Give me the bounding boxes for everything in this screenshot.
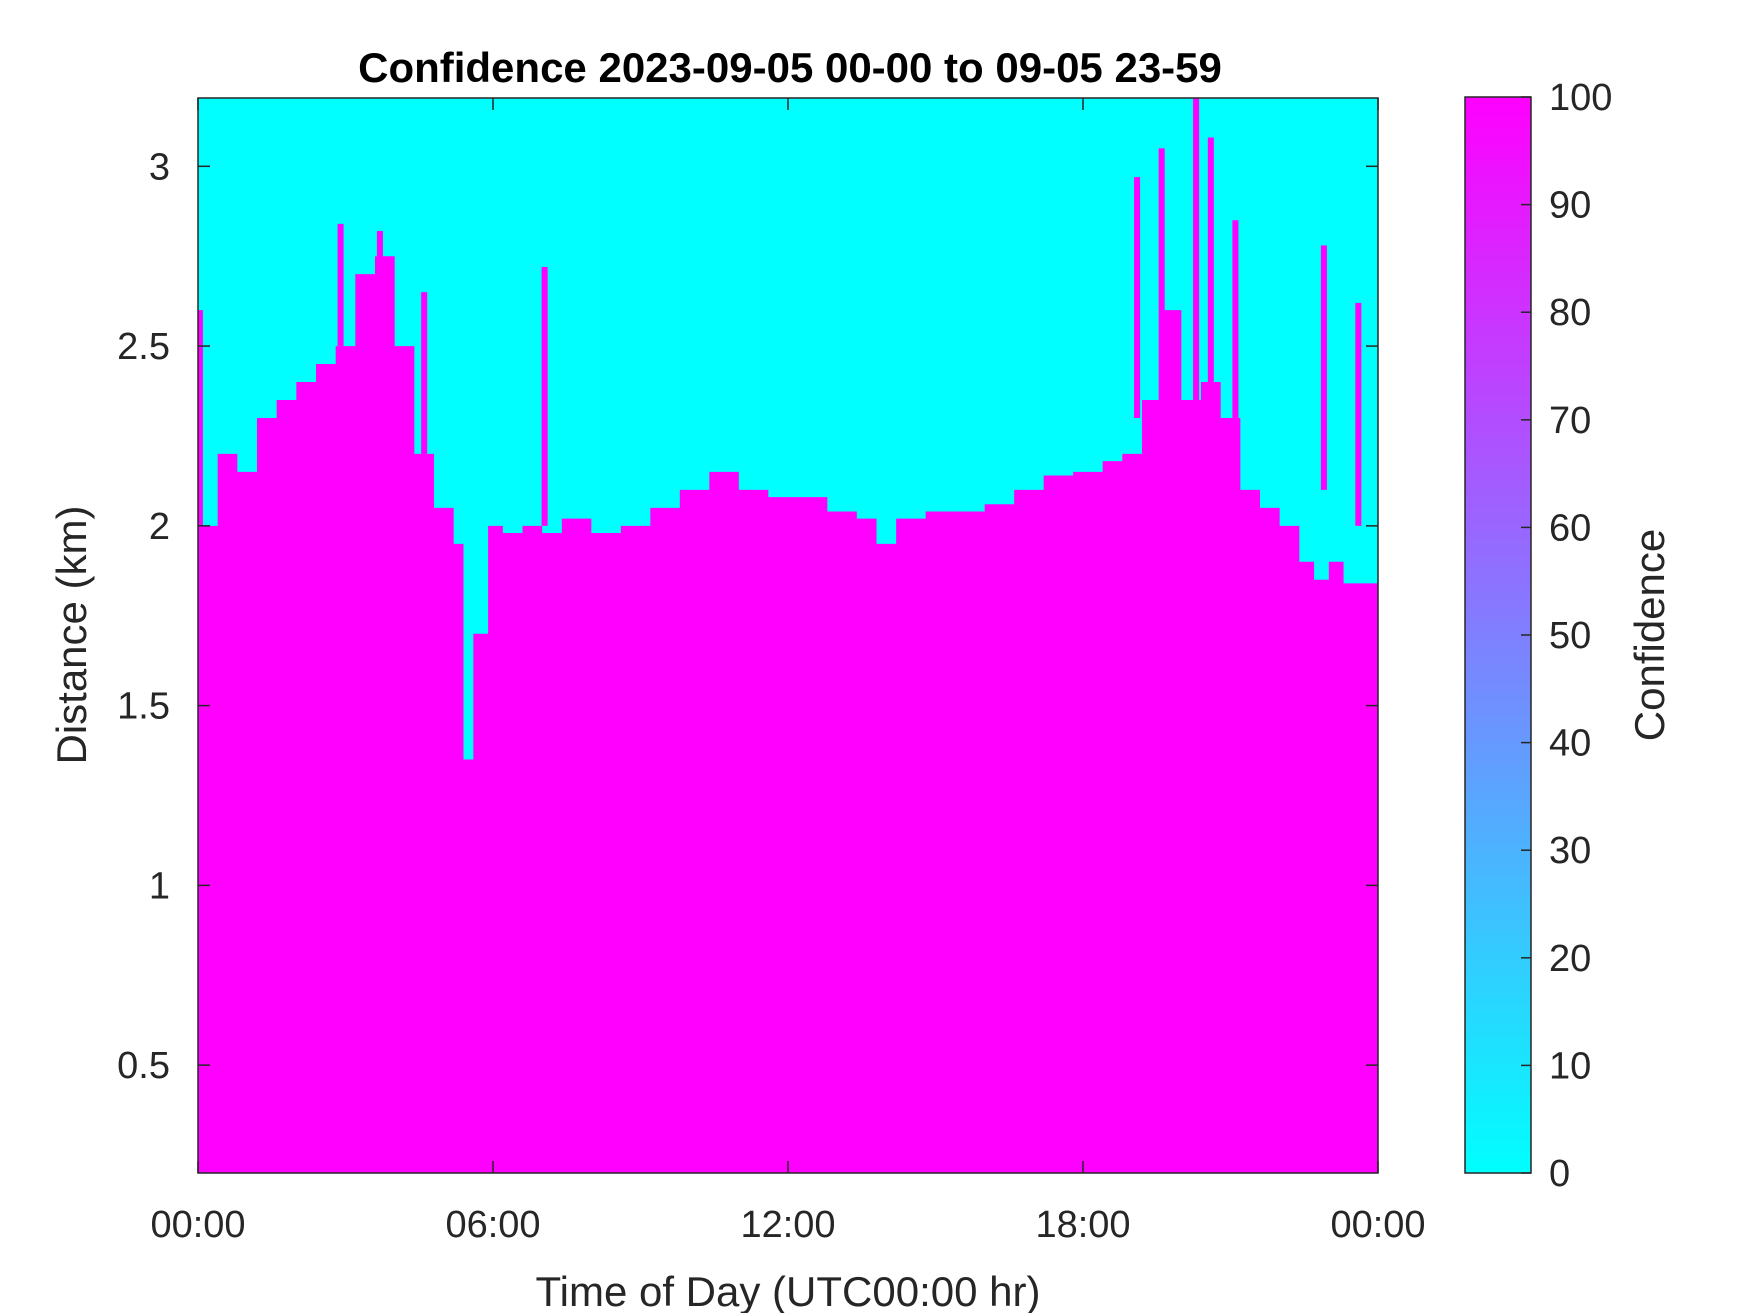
high-confidence-region (198, 256, 1378, 1173)
colorbar-tick-label: 100 (1549, 77, 1612, 119)
x-tick-label: 06:00 (445, 1204, 540, 1246)
y-axis-ticks: 0.5 1 1.5 2 2.5 3 (117, 146, 1378, 1087)
y-tick-label: 1 (149, 865, 170, 907)
colorbar-label: Confidence (1626, 529, 1673, 741)
high-confidence-streak (541, 266, 548, 526)
high-confidence-streak (1158, 148, 1165, 454)
x-tick-label: 12:00 (740, 1204, 835, 1246)
y-tick-label: 0.5 (117, 1045, 170, 1087)
x-tick-label: 18:00 (1035, 1204, 1130, 1246)
colorbar-tick-label: 20 (1549, 938, 1591, 980)
colorbar-tick-label: 0 (1549, 1153, 1570, 1195)
high-confidence-streak (1232, 220, 1239, 490)
y-tick-label: 3 (149, 146, 170, 188)
chart-title: Confidence 2023-09-05 00-00 to 09-05 23-… (358, 44, 1222, 91)
colorbar: 0 10 20 30 40 50 60 70 80 90 100 Confidence (1464, 77, 1673, 1195)
colorbar-tick-label: 90 (1549, 185, 1591, 227)
colorbar-ticks: 0 10 20 30 40 50 60 70 80 90 100 (1521, 77, 1612, 1195)
colorbar-tick-label: 40 (1549, 723, 1591, 765)
high-confidence-streak (421, 292, 428, 454)
colorbar-tick-label: 10 (1549, 1045, 1591, 1087)
colorbar-tick-label: 50 (1549, 615, 1591, 657)
y-tick-label: 2.5 (117, 326, 170, 368)
high-confidence-streak (1134, 177, 1141, 418)
x-axis-ticks: 00:00 06:00 12:00 18:00 00:00 (150, 98, 1426, 1246)
y-axis-label: Distance (km) (48, 505, 95, 764)
high-confidence-streak (376, 231, 383, 383)
colorbar-tick-label: 30 (1549, 830, 1591, 872)
high-confidence-streak (1193, 98, 1200, 490)
x-axis-label: Time of Day (UTC00:00 hr) (536, 1268, 1041, 1313)
heatmap-layer (198, 98, 1378, 1173)
colorbar-tick-label: 60 (1549, 507, 1591, 549)
high-confidence-streak (337, 223, 344, 347)
x-tick-label: 00:00 (150, 1204, 245, 1246)
colorbar-tick-label: 80 (1549, 292, 1591, 334)
y-tick-label: 1.5 (117, 686, 170, 728)
plot-area: 00:00 06:00 12:00 18:00 00:00 0.5 1 1.5 2 2.5 3 (117, 97, 1426, 1246)
x-tick-label: 00:00 (1330, 1204, 1425, 1246)
colorbar-tick-label: 70 (1549, 400, 1591, 442)
high-confidence-streak (1207, 137, 1214, 418)
high-confidence-streak (1355, 302, 1362, 526)
y-tick-label: 2 (149, 506, 170, 548)
high-confidence-streak (1320, 245, 1327, 490)
colorbar-gradient (1464, 96, 1532, 1174)
